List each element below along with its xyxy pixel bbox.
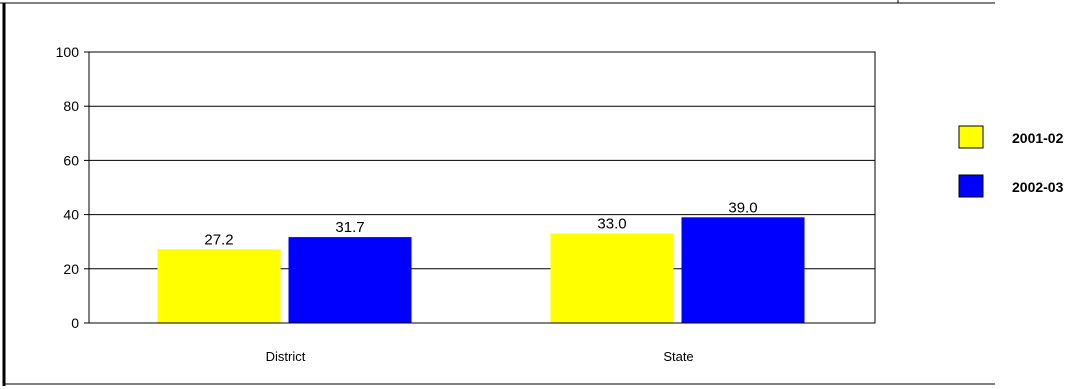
labels: 27.2 31.7 District 33.0 39.0 State — [204, 199, 757, 364]
data-label-district-2001-02: 27.2 — [204, 231, 233, 248]
y-tick-label-0: 0 — [71, 315, 79, 331]
y-tick-label-40: 40 — [63, 207, 79, 223]
bar-district-2002-03 — [288, 237, 412, 323]
bar-state-2002-03 — [681, 217, 805, 323]
y-tick-label-60: 60 — [63, 152, 79, 168]
legend-label-2002-03: 2002-03 — [1012, 179, 1064, 195]
legend-label-2001-02: 2001-02 — [1012, 130, 1064, 146]
bar-district-2001-02 — [157, 249, 281, 323]
data-label-state-2001-02: 33.0 — [597, 216, 626, 233]
bar-state-2001-02 — [550, 233, 674, 323]
bars — [157, 217, 805, 323]
axes: 0 20 40 60 80 100 — [56, 44, 876, 331]
x-category-label-district: District — [266, 349, 306, 364]
legend-swatch-2001-02 — [958, 125, 984, 149]
y-tick-label-20: 20 — [63, 261, 79, 277]
data-label-state-2002-03: 39.0 — [728, 199, 757, 216]
legend: 2001-02 2002-03 — [958, 125, 1064, 198]
y-tick-label-100: 100 — [56, 44, 80, 60]
plot-area-border — [88, 51, 876, 324]
legend-swatch-2002-03 — [958, 174, 984, 198]
x-category-label-state: State — [663, 349, 693, 364]
y-tick-label-80: 80 — [63, 98, 79, 114]
data-label-district-2002-03: 31.7 — [335, 219, 364, 236]
